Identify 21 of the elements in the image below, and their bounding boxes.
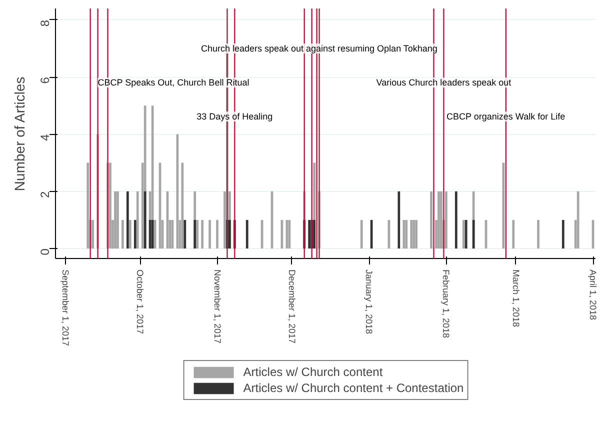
- ref-line-label: 33 Days of Healing: [196, 112, 273, 122]
- ref-line-label: Various Church leaders speak out: [376, 78, 512, 88]
- y-tick-label: 8: [38, 20, 52, 27]
- x-tick-label: April 1, 2018: [588, 270, 598, 320]
- y-tick-label: 4: [38, 134, 52, 141]
- x-tick-label: September 1, 2017: [60, 270, 70, 346]
- ref-line-label: CBCP Speaks Out, Church Bell Ritual: [98, 78, 250, 88]
- x-tick-label: March 1, 2018: [510, 270, 521, 328]
- x-tick-label: January 1, 2018: [364, 270, 374, 334]
- legend-label: Articles w/ Church content + Contestation: [243, 381, 464, 395]
- y-tick-label: 0: [38, 248, 52, 256]
- ref-line-label: CBCP organizes Walk for Life: [446, 112, 566, 122]
- x-tick-label: November 1, 2017: [212, 270, 222, 344]
- x-tick-label: December 1, 2017: [286, 270, 297, 344]
- y-tick-label: 6: [38, 76, 52, 84]
- ref-line-label: Church leaders speak out against resuming Oplan Tokhang: [200, 44, 438, 54]
- x-tick-label: October 1, 2017: [135, 270, 146, 334]
- x-tick-label: February 1, 2018: [441, 270, 452, 338]
- y-tick-label: 2: [38, 191, 52, 198]
- y-axis-title: Number of Articles: [12, 76, 28, 192]
- legend-label: Articles w/ Church content: [243, 365, 383, 379]
